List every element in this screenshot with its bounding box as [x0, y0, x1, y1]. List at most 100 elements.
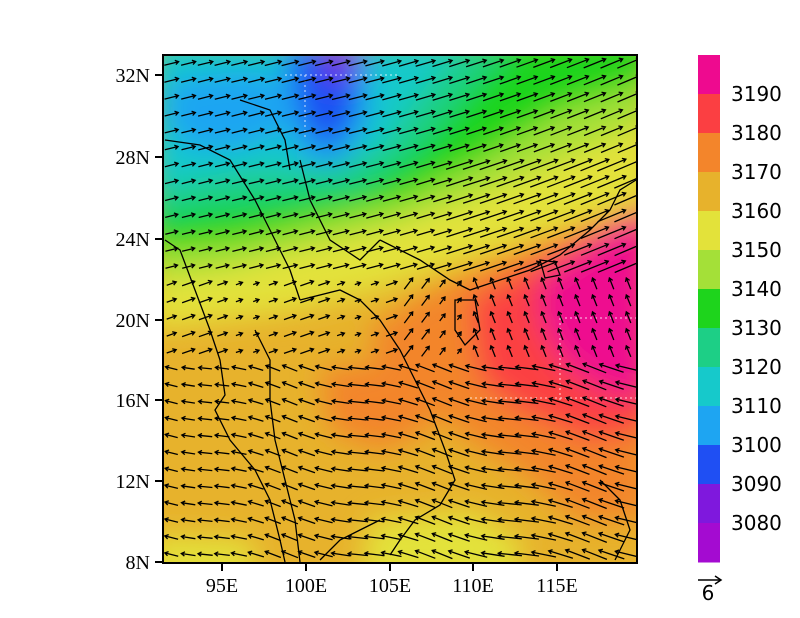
wind-vector	[198, 313, 213, 321]
wind-vector	[600, 91, 624, 103]
colorbar-label: 3140	[731, 277, 782, 301]
wind-vector	[513, 516, 539, 523]
wind-vector	[447, 532, 470, 542]
wind-vector	[489, 344, 496, 358]
wind-vector	[547, 498, 573, 509]
wind-vector	[298, 76, 317, 84]
wind-vector	[533, 74, 556, 85]
wind-vector	[265, 178, 282, 185]
wind-vector	[598, 464, 625, 475]
wind-vector	[217, 347, 229, 354]
wind-vector	[547, 549, 574, 559]
wind-vector	[546, 158, 576, 172]
wind-vector	[215, 212, 231, 219]
wind-vector	[297, 465, 316, 474]
wind-vector	[397, 414, 419, 423]
wind-vector	[198, 161, 214, 168]
wind-vector	[332, 262, 350, 270]
wind-vector	[164, 449, 178, 456]
wind-vector	[483, 143, 504, 153]
wind-vector	[563, 242, 593, 256]
wind-vector	[557, 310, 564, 324]
wind-vector	[530, 243, 559, 256]
wind-vector	[181, 161, 197, 168]
wind-vector	[297, 414, 316, 423]
wind-vector	[282, 195, 299, 202]
wind-vector	[166, 314, 178, 320]
wind-vector	[347, 449, 367, 456]
wind-vector	[198, 144, 214, 151]
wind-vector	[181, 195, 197, 202]
wind-vector	[349, 194, 368, 202]
wind-vector	[298, 178, 316, 185]
wind-vector	[445, 159, 474, 170]
wind-vector	[580, 191, 610, 206]
wind-vector	[448, 413, 470, 424]
colorbar-swatch	[698, 211, 720, 251]
wind-vector	[230, 483, 247, 489]
wind-vector	[248, 110, 266, 117]
wind-vector	[181, 178, 197, 185]
wind-vector	[421, 328, 430, 340]
wind-vector	[298, 363, 315, 372]
wind-vector	[449, 143, 470, 152]
wind-vector	[164, 364, 178, 371]
wind-vector	[332, 161, 351, 168]
wind-vector	[547, 532, 573, 542]
wind-vector	[566, 91, 590, 103]
wind-vector	[414, 464, 436, 475]
wind-vector	[463, 260, 491, 272]
wind-vector	[431, 396, 453, 407]
wind-vector	[597, 174, 627, 189]
wind-vector	[214, 382, 230, 388]
wind-vector	[298, 127, 317, 134]
wind-vector	[600, 57, 624, 69]
wind-vector	[414, 515, 436, 526]
y-tick-28n: 28N	[116, 147, 150, 169]
wind-vector	[348, 144, 368, 151]
wind-vector	[591, 276, 598, 290]
wind-vector	[499, 126, 522, 136]
wind-vector	[465, 75, 488, 85]
wind-vector	[380, 465, 402, 473]
wind-vector	[330, 449, 350, 455]
wind-vector	[332, 194, 351, 202]
wind-vector	[550, 108, 573, 119]
wind-vector	[464, 516, 488, 524]
wind-vector	[564, 497, 590, 509]
wind-vector	[550, 142, 573, 153]
wind-vector	[213, 534, 230, 540]
wind-vector	[414, 397, 436, 407]
wind-vector	[531, 397, 556, 406]
wind-vector	[496, 192, 525, 205]
wind-vector	[166, 297, 178, 303]
wind-vector	[439, 346, 446, 356]
wind-vector	[281, 397, 298, 406]
wind-vector	[557, 293, 564, 307]
wind-vector	[614, 498, 637, 507]
wind-vector	[231, 161, 248, 168]
wind-vector	[299, 262, 316, 270]
wind-vector	[318, 347, 331, 354]
wind-vector	[348, 110, 368, 118]
wind-vector	[217, 331, 229, 337]
wind-vector	[354, 348, 362, 354]
wind-vector	[514, 432, 539, 439]
colorbar-swatch	[698, 94, 720, 134]
wind-vector	[397, 482, 419, 491]
wind-vector	[624, 327, 632, 341]
wind-vector	[403, 310, 414, 324]
wind-vector	[597, 225, 627, 240]
wind-vector	[163, 533, 179, 540]
wind-vector	[398, 58, 420, 67]
wind-vector	[581, 480, 607, 493]
wind-vector	[439, 312, 446, 322]
colorbar-swatch	[698, 328, 720, 368]
wind-vector	[598, 379, 624, 390]
wind-vector	[264, 448, 281, 457]
wind-vector	[421, 294, 430, 306]
wind-vector	[598, 396, 624, 407]
wind-vector	[530, 465, 556, 473]
wind-vector	[581, 429, 607, 442]
wind-vector	[181, 229, 196, 236]
